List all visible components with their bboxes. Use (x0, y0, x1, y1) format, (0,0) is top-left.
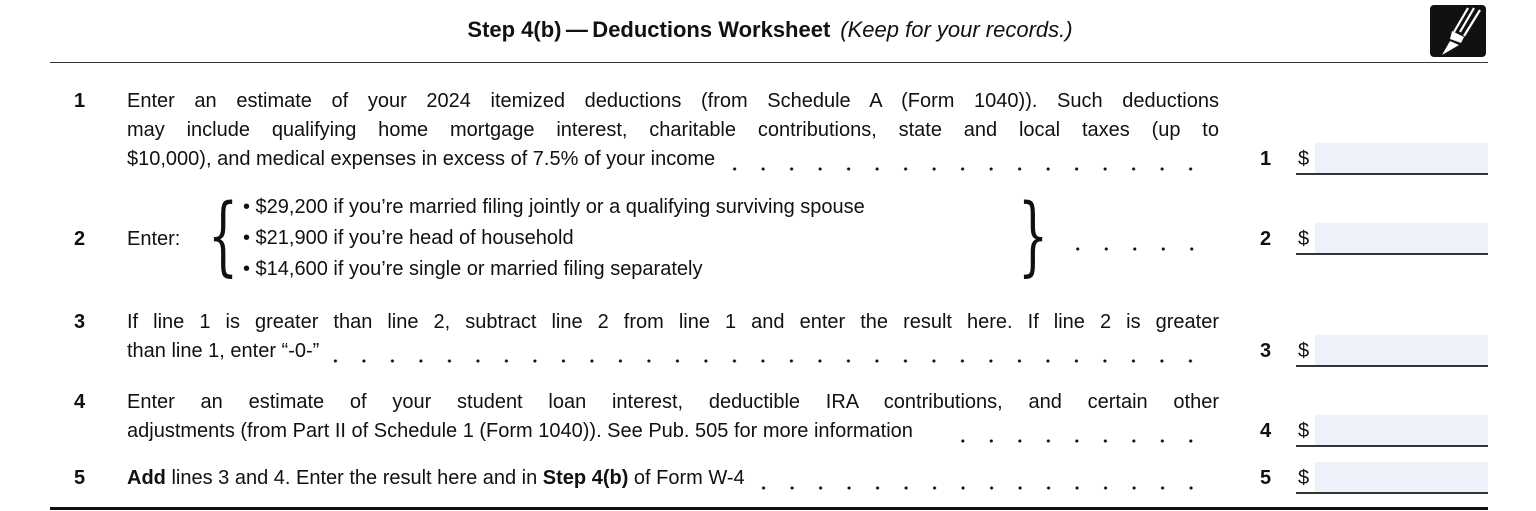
top-divider (50, 62, 1488, 63)
dot-leader (333, 337, 1205, 366)
pencil-icon (1430, 5, 1486, 57)
dot-leader (1060, 225, 1206, 254)
worksheet-title: Step 4(b) — Deductions Worksheet (Keep fo… (0, 17, 1536, 43)
line-ref: 2 (1260, 228, 1272, 250)
line-text: Add lines 3 and 4. Enter the result here… (127, 464, 745, 493)
line-number: 3 (74, 311, 86, 333)
option-head-of-household: • $21,900 if you’re head of household (243, 227, 574, 249)
line-text: than line 1, enter “-0-” (127, 340, 320, 362)
enter-label: Enter: (127, 228, 181, 250)
bold-text: Add (127, 467, 166, 489)
option-married: • $29,200 if you’re married filing joint… (243, 196, 865, 218)
dollar-sign: $ (1298, 228, 1310, 250)
amount-underline (1296, 253, 1488, 255)
line-text-final: adjustments (from Part II of Schedule 1 … (127, 417, 1205, 446)
bottom-divider (50, 507, 1488, 510)
line-number: 4 (74, 391, 86, 413)
line-ref: 4 (1260, 420, 1272, 442)
line-3-amount-input[interactable] (1315, 335, 1488, 365)
line-number: 2 (74, 228, 86, 250)
line-text: Enter an estimate of your student loan i… (127, 391, 1219, 413)
line-1-amount-input[interactable] (1315, 143, 1488, 173)
line-text-final: than line 1, enter “-0-” (127, 337, 1205, 366)
dot-leader (758, 464, 1205, 493)
option-single: • $14,600 if you’re single or married fi… (243, 258, 703, 280)
line-text: $10,000), and medical expenses in excess… (127, 148, 716, 170)
line-2-amount-input[interactable] (1315, 223, 1488, 253)
text: of Form W-4 (628, 467, 745, 489)
amount-underline (1296, 365, 1488, 367)
line-number: 1 (74, 90, 86, 112)
dollar-sign: $ (1298, 420, 1310, 442)
line-text: If line 1 is greater than line 2, subtra… (127, 311, 1219, 333)
dollar-sign: $ (1298, 467, 1310, 489)
line-ref: 5 (1260, 467, 1272, 489)
bold-text: Step 4(b) (542, 467, 629, 489)
title-text: Step 4(b) — Deductions Worksheet (467, 17, 831, 42)
line-text-final: $10,000), and medical expenses in excess… (127, 145, 1205, 174)
left-brace: { (208, 186, 239, 286)
amount-underline (1296, 445, 1488, 447)
line-ref: 3 (1260, 340, 1272, 362)
line-number: 5 (74, 467, 86, 489)
line-5-amount-input[interactable] (1315, 462, 1488, 492)
dot-leader (729, 145, 1205, 174)
right-brace: } (1018, 186, 1049, 286)
line-4-amount-input[interactable] (1315, 415, 1488, 445)
line-text: adjustments (from Part II of Schedule 1 … (127, 420, 913, 442)
title-note: (Keep for your records.) (840, 17, 1073, 42)
amount-underline (1296, 492, 1488, 494)
line-ref: 1 (1260, 148, 1272, 170)
dollar-sign: $ (1298, 148, 1310, 170)
line-text-final: Add lines 3 and 4. Enter the result here… (127, 464, 1205, 493)
text: lines 3 and 4. Enter the result here and… (165, 467, 543, 489)
dollar-sign: $ (1298, 340, 1310, 362)
dot-leader (942, 417, 1205, 446)
line-text: may include qualifying home mortgage int… (127, 119, 1219, 141)
amount-underline (1296, 173, 1488, 175)
line-text: Enter an estimate of your 2024 itemized … (127, 90, 1219, 112)
